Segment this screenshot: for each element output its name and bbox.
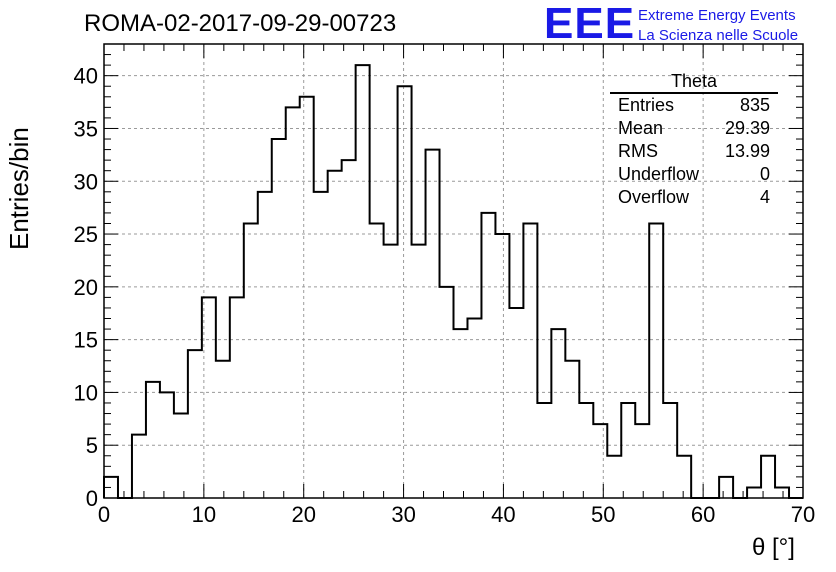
histogram-bin [621,403,635,498]
histogram-bin [412,245,426,498]
histogram-bin [258,192,272,498]
histogram-bin [272,139,286,498]
histogram-bin [719,477,733,498]
stats-label: Underflow [618,164,700,184]
logo-line-2: La Scienza nelle Scuole [638,27,799,44]
stats-box: Theta Entries 835 Mean 29.39 RMS 13.99 U… [610,70,778,209]
x-tick-label: 70 [791,502,815,527]
x-tick-label: 50 [591,502,615,527]
stats-title: Theta [610,70,778,94]
histogram-bin [398,86,412,498]
histogram-bin [537,403,551,498]
histogram-bin [551,329,565,498]
histogram-bin [663,403,677,498]
x-tick-label: 60 [691,502,715,527]
histogram-bin [384,245,398,498]
histogram-bin [481,213,495,498]
histogram-bin [635,424,649,498]
y-tick-label: 35 [74,116,98,141]
x-tick-label: 40 [491,502,515,527]
histogram-bin [132,435,146,498]
histogram-bin [300,97,314,498]
stats-row-overflow: Overflow 4 [610,186,778,209]
x-tick-label: 10 [192,502,216,527]
y-tick-label: 25 [74,222,98,247]
histogram-bin [328,171,342,498]
stats-value: 0 [759,164,770,184]
histogram-bin [286,107,300,498]
histogram-bin [607,456,621,498]
histogram-bin [454,329,468,498]
histogram-bin [146,382,160,498]
stats-label: Overflow [618,187,690,207]
histogram-bin [216,361,230,498]
stats-row-rms: RMS 13.99 [610,140,778,163]
histogram-bin [244,223,258,498]
histogram-bin [342,160,356,498]
y-tick-label: 5 [86,433,98,458]
histogram-bin [160,392,174,498]
stats-row-underflow: Underflow 0 [610,163,778,186]
histogram-bin [593,424,607,498]
stats-label: Mean [618,118,664,138]
stats-value: 4 [759,187,770,207]
stats-label: RMS [618,141,658,161]
histogram-bin [356,65,370,498]
plot-frame [103,43,804,499]
stats-row-entries: Entries 835 [610,94,778,117]
histogram-bin [747,487,761,498]
y-tick-label: 40 [74,64,98,89]
x-tick-label: 0 [98,502,110,527]
histogram-bin [370,223,384,498]
histogram-bin [579,403,593,498]
stats-row-mean: Mean 29.39 [610,117,778,140]
y-tick-label: 15 [74,328,98,353]
stats-value: 835 [739,95,770,115]
y-tick-label: 10 [74,380,98,405]
stats-value: 29.39 [724,118,770,138]
histogram-bin [495,234,509,498]
chart-title: ROMA-02-2017-09-29-00723 [84,10,397,37]
histogram-outline [103,64,803,499]
stats-value: 13.99 [724,141,770,161]
histogram-bin [509,308,523,498]
histogram-bin [188,350,202,498]
y-tick-label: 0 [86,486,98,511]
stats-label: Entries [618,95,675,115]
histogram-bin [467,319,481,498]
histogram-bin [426,150,440,498]
x-axis-label: θ [°] [752,534,795,561]
eee-logo-mark: EEE [544,0,636,48]
y-tick-label: 30 [74,169,98,194]
x-tick-label: 20 [291,502,315,527]
histogram-bin [174,414,188,498]
y-axis-label: Entries/bin [4,127,34,250]
histogram-bin [202,297,216,498]
histogram-bin [230,297,244,498]
histogram-bin [523,223,537,498]
histogram-bin [314,192,328,498]
x-tick-label: 30 [391,502,415,527]
histogram-bin [677,456,691,498]
eee-logo-text: Extreme Energy Events La Scienza nelle S… [638,6,798,46]
histogram-bin [565,361,579,498]
logo-line-1: Extreme Energy Events [638,7,796,24]
y-tick-label: 20 [74,275,98,300]
histogram-bin [775,487,789,498]
histogram-bin [440,287,454,498]
histogram-bin [649,223,663,498]
